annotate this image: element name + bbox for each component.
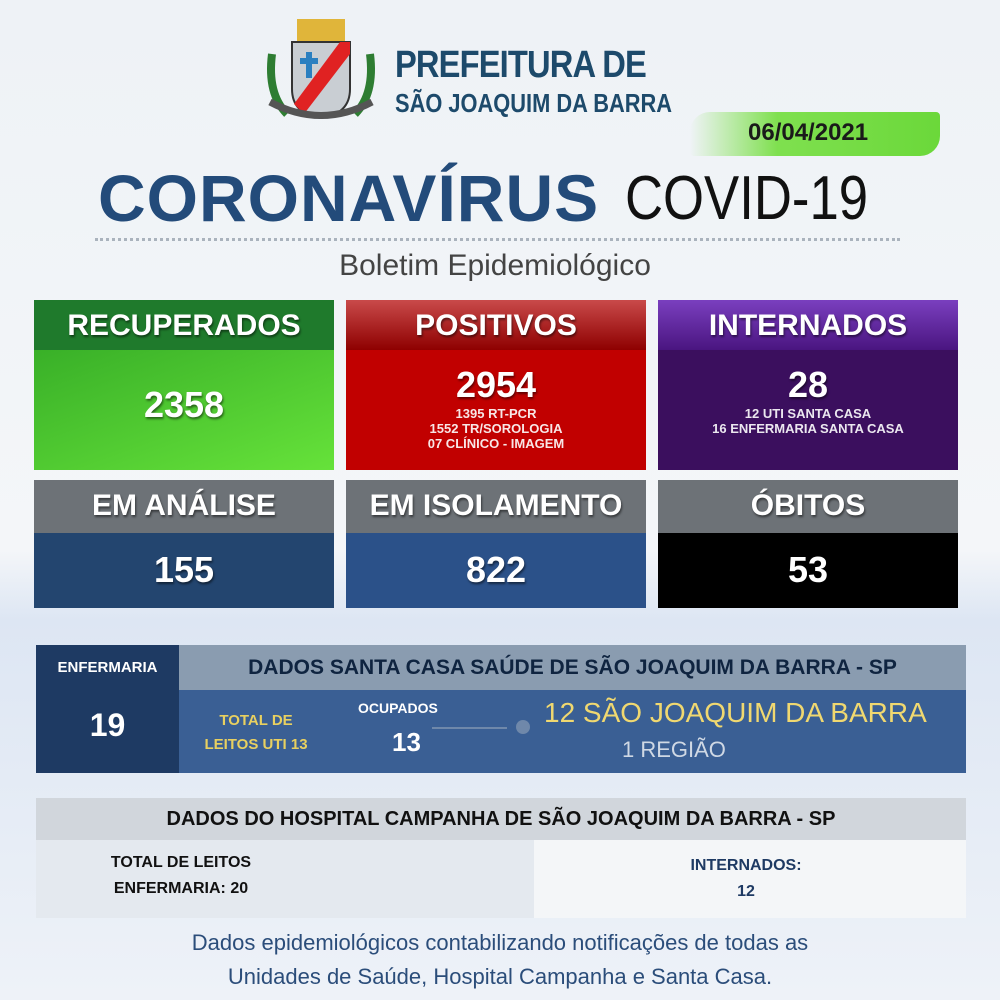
total-line: ENFERMARIA: 20	[113, 880, 249, 897]
card-value: 53	[787, 549, 829, 590]
card-value: 155	[153, 549, 215, 590]
card-detail: 07 CLÍNICO - IMAGEM	[427, 436, 565, 451]
city-name: SÃO JOAQUIM DA BARRA	[395, 88, 673, 118]
total-line: LEITOS UTI 13	[204, 736, 308, 753]
total-leitos-uti: TOTAL DE LEITOS UTI 13	[196, 709, 316, 757]
card-recuperados: RECUPERADOS 2358	[34, 300, 334, 470]
connector-dot	[516, 720, 530, 734]
card-label: RECUPERADOS	[34, 300, 334, 350]
card-value: 2358	[143, 384, 225, 425]
card-label: EM ANÁLISE	[34, 480, 334, 533]
card-detail: 16 ENFERMARIA SANTA CASA	[712, 421, 904, 436]
enfermaria-value: 19	[89, 707, 126, 743]
ocupados-label: OCUPADOS	[358, 700, 438, 716]
bulletin-subtitle: Boletim Epidemiológico	[339, 249, 651, 282]
connector-line	[432, 727, 507, 767]
footer-line: Unidades de Saúde, Hospital Campanha e S…	[227, 964, 773, 989]
footer-line: Dados epidemiológicos contabilizando not…	[191, 930, 809, 955]
card-value: 28	[787, 364, 829, 405]
card-label: POSITIVOS	[346, 300, 646, 350]
card-value: 2954	[455, 364, 537, 405]
total-line: TOTAL DE	[219, 712, 293, 729]
card-em-isolamento: EM ISOLAMENTO 822	[346, 480, 646, 608]
regiao-count: 1 REGIÃO	[622, 737, 726, 762]
card-label: INTERNADOS	[658, 300, 958, 350]
hospital-title: DADOS DO HOSPITAL CAMPANHA DE SÃO JOAQUI…	[36, 798, 966, 840]
hospital-campanha-panel: DADOS DO HOSPITAL CAMPANHA DE SÃO JOAQUI…	[36, 798, 966, 918]
hospital-internados: INTERNADOS: 12	[656, 853, 836, 905]
date-highlight	[690, 112, 940, 156]
internados-label: INTERNADOS:	[690, 857, 802, 874]
dotted-divider	[95, 238, 900, 241]
card-detail: 1395 RT-PCR	[455, 406, 537, 421]
footer-note: Dados epidemiológicos contabilizando not…	[0, 926, 1000, 994]
headline-coronavirus: CORONAVÍRUS	[98, 161, 600, 235]
card-positivos: POSITIVOS 2954 1395 RT-PCR 1552 TR/SOROL…	[346, 300, 646, 470]
headline-covid19: COVID-19	[625, 164, 869, 233]
city-coat-of-arms-logo	[267, 19, 375, 120]
total-line: TOTAL DE LEITOS	[110, 854, 252, 871]
card-obitos: ÓBITOS 53	[658, 480, 958, 608]
bulletin-date: 06/04/2021	[748, 119, 869, 146]
santa-casa-title: DADOS SANTA CASA SAÚDE DE SÃO JOAQUIM DA…	[179, 645, 966, 690]
card-detail: 12 UTI SANTA CASA	[744, 406, 872, 421]
enfermaria-label: ENFERMARIA	[57, 659, 158, 676]
internados-value: 12	[737, 883, 755, 900]
card-em-analise: EM ANÁLISE 155	[34, 480, 334, 608]
card-label: EM ISOLAMENTO	[346, 480, 646, 533]
card-internados: INTERNADOS 28 12 UTI SANTA CASA 16 ENFER…	[658, 300, 958, 470]
santa-casa-panel: ENFERMARIA 19 DADOS SANTA CASA SAÚDE DE …	[36, 645, 966, 773]
ocupados-value: 13	[392, 727, 421, 757]
card-detail: 1552 TR/SOROLOGIA	[429, 421, 563, 436]
card-value: 822	[465, 549, 527, 590]
prefeitura-title: PREFEITURA DE	[395, 44, 647, 86]
hospital-total-leitos: TOTAL DE LEITOS ENFERMARIA: 20	[76, 850, 286, 902]
card-label: ÓBITOS	[658, 480, 958, 533]
local-count: 12 SÃO JOAQUIM DA BARRA	[544, 697, 927, 728]
